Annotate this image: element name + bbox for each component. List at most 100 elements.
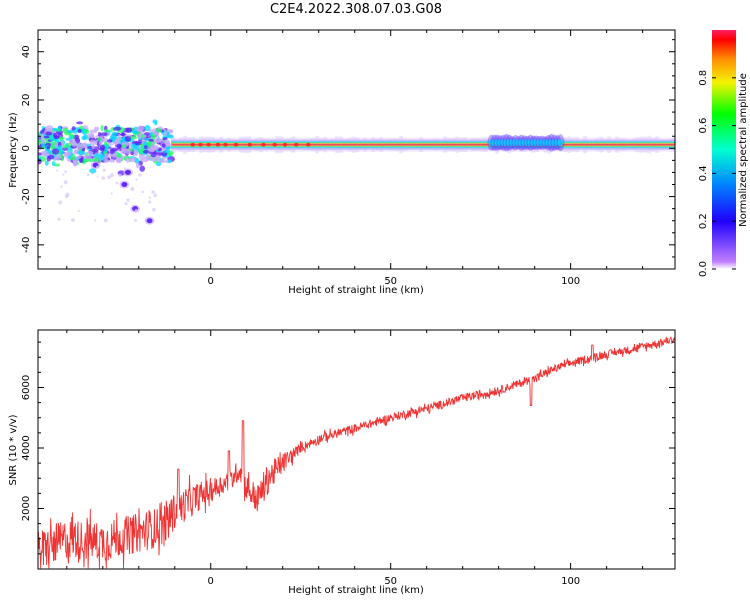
spectral-halo-cell bbox=[427, 139, 432, 151]
spectral-noise-cell bbox=[143, 141, 149, 147]
spectral-halo-cell bbox=[175, 139, 180, 151]
spectral-noise-cell bbox=[43, 135, 50, 139]
spectral-halo-cell bbox=[387, 138, 392, 151]
spectral-blob-core bbox=[146, 218, 153, 224]
x-tick-label: 100 bbox=[561, 276, 580, 287]
spectral-noise-cell bbox=[155, 145, 159, 151]
spectral-halo-cell bbox=[239, 136, 244, 153]
spectral-halo-cell bbox=[351, 136, 356, 153]
spectral-noise-cell bbox=[51, 161, 56, 166]
spectral-halo-cell bbox=[459, 137, 464, 152]
spectral-noise-cell bbox=[116, 153, 123, 158]
spectral-noise-cell bbox=[52, 127, 58, 132]
spectral-halo-cell bbox=[259, 137, 264, 153]
y-tick-label: -20 bbox=[21, 188, 32, 204]
spectral-scatter-dot bbox=[95, 165, 99, 168]
spectral-scatter-dot bbox=[64, 170, 67, 174]
spectral-scatter-dot bbox=[60, 185, 63, 188]
spectral-noise-cell bbox=[91, 144, 95, 150]
spectral-noise-cell bbox=[100, 125, 104, 132]
spectral-noise-cell bbox=[66, 129, 74, 134]
spectral-halo-cell bbox=[331, 138, 336, 151]
spectral-halo-cell bbox=[443, 136, 448, 153]
spectral-halo-cell bbox=[327, 139, 332, 150]
spectral-scatter-dot bbox=[94, 219, 97, 222]
spectral-halo-cell bbox=[287, 138, 292, 151]
spectral-halo-cell bbox=[379, 137, 384, 153]
spectral-noise-cell bbox=[38, 158, 42, 165]
spectral-scatter-dot bbox=[134, 208, 138, 213]
spectral-halo-cell bbox=[231, 139, 236, 150]
spectral-noise-cell bbox=[104, 147, 109, 153]
spectral-halo-cell bbox=[655, 136, 660, 153]
spectral-halo-cell bbox=[423, 140, 428, 149]
spectral-noise-cell bbox=[150, 146, 155, 152]
spectral-noise-cell bbox=[97, 132, 102, 137]
spectral-noise-cell bbox=[150, 133, 156, 140]
spectral-halo-cell bbox=[587, 140, 592, 150]
y-tick-label: 4000 bbox=[21, 435, 32, 460]
x-tick-label: 100 bbox=[561, 576, 580, 587]
spectral-noise-cell bbox=[126, 142, 133, 146]
spectral-noise-cell bbox=[84, 128, 90, 134]
spectral-noise-cell bbox=[76, 155, 82, 159]
spectral-scatter-dot bbox=[101, 176, 105, 180]
spectral-peak-dot bbox=[282, 142, 288, 147]
spectral-noise-cell bbox=[121, 144, 127, 149]
spectral-blob-core bbox=[124, 169, 131, 175]
spectrogram-ticks: 0 50 100 -40 -20 0 20 40 bbox=[21, 30, 675, 287]
spectral-noise-cell bbox=[46, 146, 51, 150]
colorbar-tick-label: 0.0 bbox=[698, 261, 709, 277]
spectral-scatter-dot bbox=[130, 186, 135, 191]
spectral-halo-cell bbox=[659, 139, 664, 151]
colorbar-tick-label: 0.4 bbox=[698, 165, 709, 181]
spectral-noise-cell bbox=[84, 158, 89, 163]
spectral-peak-dot bbox=[294, 142, 299, 147]
spectral-scatter-dot bbox=[118, 173, 122, 177]
spectral-noise-cell bbox=[71, 126, 76, 131]
spectral-scatter-dot bbox=[148, 200, 152, 204]
spectral-noise-cell bbox=[49, 136, 55, 142]
spectral-halo-cell bbox=[367, 140, 372, 150]
spectral-noise-cell bbox=[116, 159, 122, 164]
spectral-halo-cell bbox=[407, 140, 412, 149]
spectral-scatter-dot bbox=[148, 196, 151, 199]
spectral-peak-dot bbox=[233, 142, 239, 147]
spectral-scatter-dot bbox=[102, 168, 106, 172]
spectral-noise-cell bbox=[129, 135, 138, 140]
spectral-noise-cell bbox=[93, 126, 100, 132]
colorbar-label: Normalized spectral amplitude bbox=[738, 73, 749, 227]
spectral-halo-cell bbox=[599, 136, 604, 153]
spectral-noise-cell bbox=[60, 155, 65, 162]
snr-panel: 0 50 100 2000 4000 6000 Height of straight li… bbox=[8, 329, 676, 596]
spectral-noise-cell bbox=[168, 129, 173, 134]
spectral-peak-dot bbox=[306, 142, 311, 147]
spectral-noise-cell bbox=[93, 153, 101, 159]
spectral-scatter-dot bbox=[153, 193, 158, 198]
spectral-noise-cell bbox=[152, 119, 158, 124]
spectral-halo-cell bbox=[607, 136, 612, 153]
spectral-halo-cell bbox=[315, 135, 320, 154]
spectral-halo-cell bbox=[335, 136, 340, 154]
spectral-halo-cell bbox=[195, 139, 200, 150]
spectral-noise-cell bbox=[140, 143, 144, 150]
spectral-halo-cell bbox=[203, 137, 208, 153]
spectral-halo-cell bbox=[243, 136, 248, 154]
spectral-halo-cell bbox=[303, 139, 308, 151]
spectral-halo-cell bbox=[383, 139, 388, 150]
spectral-halo-cell bbox=[311, 138, 316, 152]
spectral-noise-cell bbox=[134, 141, 143, 146]
spectral-halo-cell bbox=[467, 140, 472, 149]
spectral-halo-cell bbox=[651, 137, 656, 152]
spectral-noise-cell bbox=[98, 140, 103, 145]
spectral-noise-cell bbox=[157, 138, 164, 143]
spectral-noise-cell bbox=[88, 158, 94, 163]
spectral-halo-cell bbox=[619, 138, 624, 151]
spectral-halo-cell bbox=[219, 136, 224, 153]
enhanced-band-core bbox=[557, 139, 564, 147]
spectral-peak-dot bbox=[261, 142, 266, 147]
spectral-halo-cell bbox=[403, 138, 408, 151]
spectral-noise-cell bbox=[106, 139, 113, 143]
y-tick-label: 2000 bbox=[21, 496, 32, 521]
spectral-noise-cell bbox=[72, 129, 78, 134]
